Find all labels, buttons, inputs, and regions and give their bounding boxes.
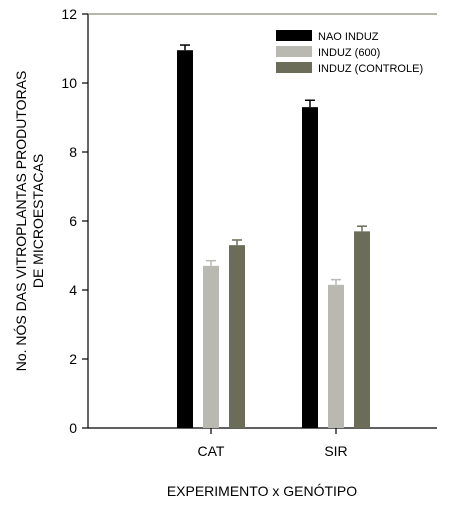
y-axis-title: No. NÓS DAS VITROPLANTAS PRODUTORASDE MI… <box>13 71 46 372</box>
y-tick-label: 6 <box>69 213 77 229</box>
legend-label: INDUZ (600) <box>318 47 380 59</box>
bars <box>177 44 370 429</box>
y-tick-label: 0 <box>69 420 77 436</box>
y-tick-label: 12 <box>61 6 77 22</box>
x-tick-label: SIR <box>324 443 347 459</box>
y-tick-label: 2 <box>69 351 77 367</box>
legend-swatch <box>276 62 312 73</box>
bar <box>203 265 219 428</box>
x-axis-title: EXPERIMENTO x GENÓTIPO <box>167 483 357 499</box>
y-axis: 0 2 4 6 8 10 12 <box>61 6 437 436</box>
bar <box>302 107 318 429</box>
bar <box>177 50 193 428</box>
legend-label: INDUZ (CONTROLE) <box>318 63 423 75</box>
legend-swatch <box>276 30 312 41</box>
y-axis-title-line: No. NÓS DAS VITROPLANTAS PRODUTORAS <box>13 71 29 372</box>
bar <box>354 231 370 428</box>
bar <box>229 245 245 428</box>
x-tick-label: CAT <box>198 443 225 459</box>
y-tick-label: 4 <box>69 282 77 298</box>
x-axis: CAT SIR <box>88 427 437 459</box>
bar <box>328 284 344 428</box>
legend-label: NAO INDUZ <box>318 31 379 43</box>
legend: NAO INDUZ INDUZ (600) INDUZ (CONTROLE) <box>276 30 423 75</box>
y-tick-label: 8 <box>69 144 77 160</box>
y-axis-title-line: DE MICROESTACAS <box>30 154 46 288</box>
axis-labels: EXPERIMENTO x GENÓTIPO No. NÓS DAS VITROP… <box>13 71 357 499</box>
y-tick-label: 10 <box>61 75 77 91</box>
legend-swatch <box>276 46 312 57</box>
